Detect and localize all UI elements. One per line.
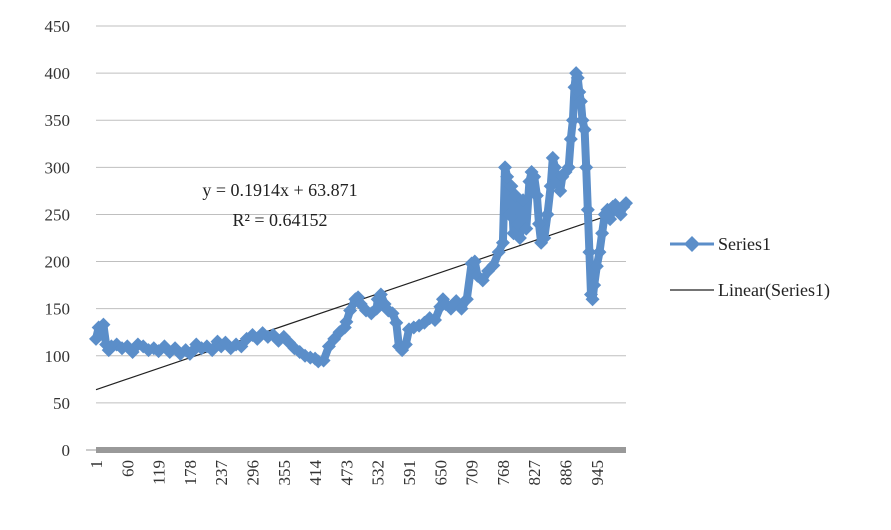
- series1-point: [553, 183, 568, 198]
- y-tick-label-100: 100: [45, 347, 71, 366]
- y-tick-label-450: 450: [45, 17, 71, 36]
- series1-point: [589, 259, 604, 274]
- series1-point: [579, 160, 594, 175]
- trendline-equation-text: y = 0.1914x + 63.871: [202, 180, 357, 200]
- series1-point: [547, 160, 562, 175]
- legend: Series1 Linear(Series1): [670, 234, 830, 301]
- y-axis-tick-labels: 0 50 100 150 200 250 300 350 400 450: [45, 17, 71, 460]
- series1-point: [519, 221, 534, 236]
- legend-trendline-label: Linear(Series1): [718, 280, 830, 301]
- y-tick-label-250: 250: [45, 205, 71, 224]
- series1-point: [603, 212, 618, 227]
- y-tick-label-200: 200: [45, 253, 71, 272]
- x-tick-label-237: 237: [212, 460, 231, 486]
- series1-point: [572, 84, 587, 99]
- series1-point: [595, 226, 610, 241]
- series1-point: [527, 169, 542, 184]
- series1-point: [537, 231, 552, 245]
- series1-point: [565, 113, 580, 128]
- series1-point: [570, 70, 585, 85]
- x-tick-label-473: 473: [337, 460, 356, 486]
- series1-point: [96, 317, 111, 332]
- series1-point: [561, 160, 576, 175]
- y-tick-label-150: 150: [45, 300, 71, 319]
- y-tick-label-400: 400: [45, 64, 71, 83]
- x-tick-label-178: 178: [181, 460, 200, 486]
- series1-point: [343, 303, 358, 318]
- x-tick-label-886: 886: [557, 460, 576, 486]
- trendline-equation: y = 0.1914x + 63.871 R² = 0.64152: [202, 180, 357, 230]
- series1-point: [486, 258, 501, 273]
- series1-point: [114, 341, 129, 356]
- series1-point: [529, 188, 544, 203]
- series1-point: [502, 207, 517, 222]
- series1-point: [619, 196, 633, 211]
- series1-point: [495, 235, 510, 250]
- x-tick-label-650: 650: [431, 460, 450, 486]
- series1-point: [389, 315, 404, 330]
- series1-point: [575, 113, 590, 128]
- x-tick-label-355: 355: [275, 460, 294, 486]
- x-tick-label-709: 709: [463, 460, 482, 486]
- y-tick-label-50: 50: [53, 394, 70, 413]
- x-tick-label-119: 119: [150, 460, 169, 485]
- x-tick-label-414: 414: [306, 460, 325, 486]
- series1-point: [545, 150, 560, 165]
- series1-point: [516, 193, 531, 208]
- x-tick-label-768: 768: [494, 460, 513, 486]
- x-tick-label-296: 296: [244, 460, 263, 486]
- trendline-r-squared-text: R² = 0.64152: [232, 210, 327, 230]
- x-axis-line: [96, 447, 626, 453]
- series1-point: [398, 337, 413, 352]
- series1-point: [580, 202, 595, 217]
- x-tick-label-1: 1: [87, 460, 106, 469]
- x-tick-label-60: 60: [118, 460, 137, 477]
- y-tick-label-0: 0: [62, 441, 71, 460]
- series1-point: [563, 132, 578, 147]
- x-tick-label-532: 532: [369, 460, 388, 486]
- legend-series1-marker: [684, 236, 700, 252]
- series1-point: [577, 122, 592, 137]
- x-axis-tick-labels: 1 60 119 178 237 296 355 414 473 532 591 650 709 768 8…: [87, 460, 607, 486]
- x-axis: [86, 447, 626, 453]
- y-tick-label-300: 300: [45, 158, 71, 177]
- series1-point: [512, 231, 527, 245]
- series1-point: [475, 273, 490, 288]
- series1-point: [540, 207, 555, 222]
- series1-point: [467, 254, 482, 269]
- x-tick-label-591: 591: [400, 460, 419, 486]
- series1-point: [585, 292, 600, 307]
- x-tick-label-945: 945: [588, 460, 607, 486]
- series1-point: [582, 245, 597, 260]
- series1-point: [592, 245, 607, 260]
- series1-point: [339, 314, 354, 329]
- series1-point: [459, 292, 474, 307]
- series1-point: [531, 216, 546, 231]
- series1-point: [498, 160, 513, 175]
- legend-series1-label: Series1: [718, 234, 771, 254]
- series1-point: [587, 278, 602, 293]
- series1-point: [316, 353, 331, 368]
- series1-point: [573, 94, 588, 109]
- series1-point: [428, 312, 443, 327]
- series1-point: [454, 301, 469, 316]
- series1-markers: [89, 66, 633, 369]
- y-tick-label-350: 350: [45, 111, 71, 130]
- x-tick-label-827: 827: [525, 460, 544, 486]
